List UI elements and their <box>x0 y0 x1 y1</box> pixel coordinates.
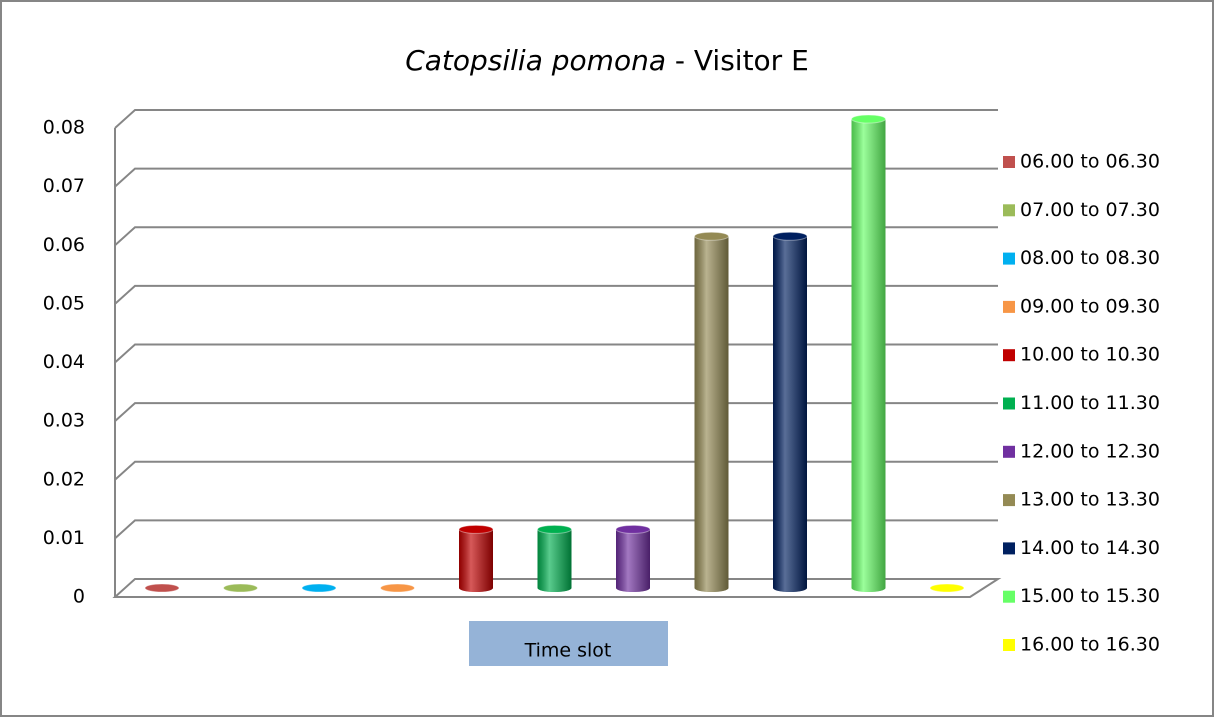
bar-top <box>301 583 337 593</box>
grid-line <box>114 109 998 129</box>
bar-shade <box>459 529 493 592</box>
legend-label: 09.00 to 09.30 <box>1020 295 1160 317</box>
y-tick-label: 0 <box>73 586 85 608</box>
legend-swatch <box>1003 542 1015 555</box>
bar-shade <box>773 236 807 592</box>
bar <box>144 583 180 593</box>
bar <box>851 114 886 592</box>
bar-top <box>380 583 415 593</box>
legend-label: 11.00 to 11.30 <box>1020 392 1160 414</box>
title-species: Catopsilia pomona <box>405 44 666 77</box>
bar <box>615 524 651 592</box>
legend-label: 13.00 to 13.30 <box>1020 489 1160 511</box>
bar-top <box>223 583 258 593</box>
bar-top <box>694 231 729 241</box>
legend-label: 14.00 to 14.30 <box>1020 537 1160 559</box>
bar-top <box>929 583 965 593</box>
legend-label: 08.00 to 08.30 <box>1020 247 1160 269</box>
legend-label: 16.00 to 16.30 <box>1020 634 1160 656</box>
y-tick-label: 0.05 <box>43 292 85 314</box>
legend-label: 06.00 to 06.30 <box>1020 151 1160 173</box>
legend-swatch <box>1003 397 1015 410</box>
bar <box>223 583 258 593</box>
bar <box>458 524 494 592</box>
legend-label: 10.00 to 10.30 <box>1020 344 1160 366</box>
legend-swatch <box>1003 445 1015 458</box>
bar-shade <box>851 119 886 592</box>
legend-swatch <box>1003 204 1015 217</box>
bar-shade <box>694 236 729 592</box>
y-tick-label: 0.04 <box>43 351 85 373</box>
y-tick-label: 0.07 <box>43 175 85 197</box>
y-tick-label: 0.06 <box>43 234 85 256</box>
bar-shade <box>616 529 650 592</box>
bar-top <box>772 231 808 241</box>
y-tick-label: 0.03 <box>43 410 85 432</box>
bar <box>929 583 965 593</box>
legend-label: 15.00 to 15.30 <box>1020 585 1160 607</box>
bar <box>772 231 808 592</box>
bar-top <box>851 114 886 124</box>
legend-swatch <box>1003 590 1015 603</box>
legend-swatch <box>1003 252 1015 265</box>
legend-label: 12.00 to 12.30 <box>1020 440 1160 462</box>
x-label-box <box>469 621 668 666</box>
legend-swatch <box>1003 300 1015 313</box>
legend-label: 07.00 to 07.30 <box>1020 199 1160 221</box>
bar-shade <box>537 529 572 592</box>
bar <box>301 583 337 593</box>
grid-line <box>114 226 998 246</box>
y-tick-label: 0.01 <box>43 527 85 549</box>
legend-swatch <box>1003 639 1015 651</box>
y-tick-label: 0.08 <box>43 117 85 139</box>
legend-swatch <box>1003 494 1015 507</box>
chart-title: Catopsilia pomona - Visitor E <box>405 44 809 77</box>
bar <box>380 583 415 593</box>
y-tick-label: 0.02 <box>43 468 85 490</box>
legend-swatch <box>1003 349 1015 362</box>
legend-swatch <box>1003 156 1015 168</box>
x-axis-label: Time slot <box>524 640 612 662</box>
bar-top <box>615 524 651 534</box>
bar-top <box>458 524 494 534</box>
title-rest: - Visitor E <box>666 44 809 77</box>
bar-top <box>144 583 180 593</box>
grid-line <box>114 167 998 188</box>
bar <box>694 231 729 592</box>
bar-top <box>537 524 572 534</box>
bar <box>537 524 572 592</box>
